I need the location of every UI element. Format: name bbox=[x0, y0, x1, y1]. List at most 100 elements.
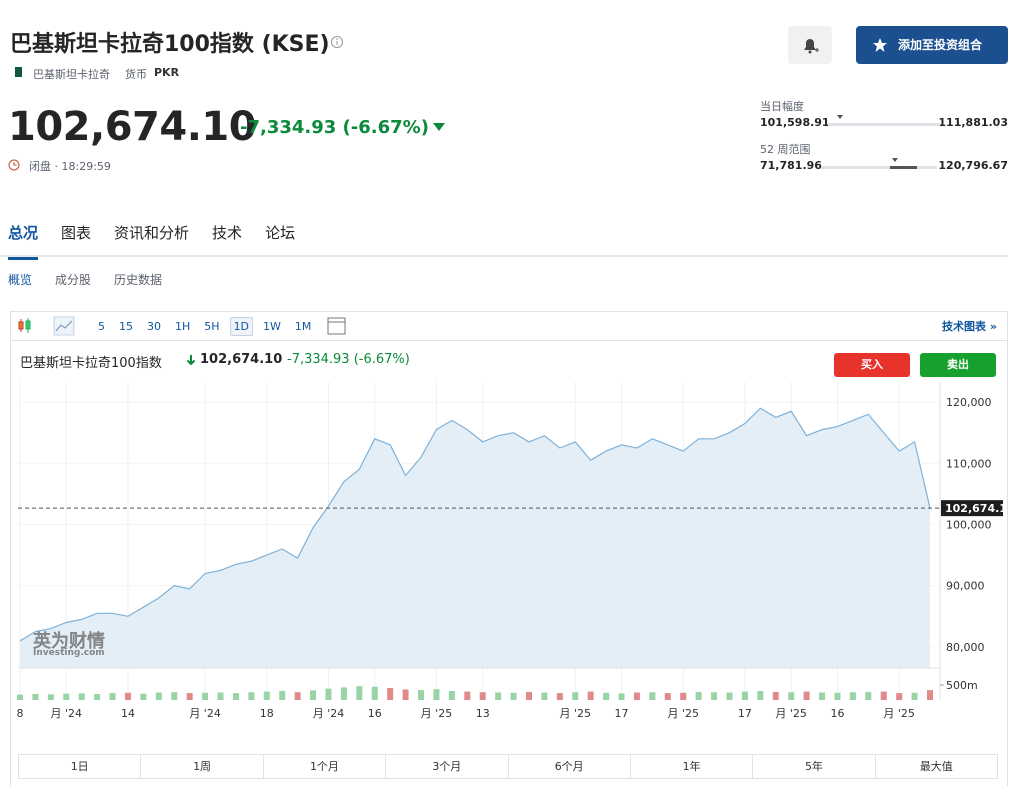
subtab[interactable]: 历史数据 bbox=[114, 273, 163, 287]
chart-frame bbox=[10, 311, 1008, 786]
change: -7,334.93 (-6.67%) bbox=[240, 117, 429, 138]
periods: 1日 1周 1个月 3个月 6个月 1年 5年 最大值 bbox=[18, 754, 998, 779]
volume-bar bbox=[803, 691, 810, 700]
price-area bbox=[20, 408, 930, 668]
volume-tick-label: 500m bbox=[946, 679, 978, 692]
title: 巴基斯坦卡拉奇100指数 (KSE) bbox=[10, 32, 330, 57]
range-label: 52 周范围 bbox=[760, 143, 811, 156]
volume-bar bbox=[603, 692, 610, 700]
volume-bar bbox=[865, 691, 872, 700]
sell-button[interactable]: 卖出 bbox=[920, 353, 996, 377]
interval[interactable]: 1M bbox=[294, 320, 312, 333]
volume-bar bbox=[741, 691, 748, 700]
range-label: 当日幅度 bbox=[760, 100, 804, 113]
volume-bar bbox=[495, 692, 502, 700]
x-tick-label: 16 bbox=[830, 707, 844, 720]
volume-bar bbox=[664, 693, 671, 700]
tab[interactable]: 技术 bbox=[212, 224, 243, 242]
volume-bar bbox=[78, 693, 85, 700]
buy-button[interactable]: 买入 bbox=[834, 353, 910, 377]
y-tick-label: 80,000 bbox=[946, 641, 985, 654]
range-fill bbox=[890, 166, 917, 169]
x-tick-label: 月 '25 bbox=[559, 707, 591, 720]
chart-type-icons[interactable] bbox=[16, 315, 86, 337]
x-tick-label: 14 bbox=[121, 707, 135, 720]
chart-down-arrow bbox=[186, 355, 196, 366]
volume-bar bbox=[263, 691, 270, 700]
volume-bar bbox=[541, 692, 548, 700]
volume-bar bbox=[757, 691, 764, 700]
volume-bar bbox=[464, 691, 471, 700]
volume-bar bbox=[726, 692, 733, 700]
tab[interactable]: 图表 bbox=[61, 224, 92, 242]
tabs-divider bbox=[0, 255, 1008, 257]
x-tick-label: 13 bbox=[476, 707, 490, 720]
volume-bar bbox=[387, 688, 394, 700]
volume-bar bbox=[695, 691, 702, 700]
calendar-icon[interactable] bbox=[326, 315, 348, 337]
interval[interactable]: 1W bbox=[263, 320, 281, 333]
watermark-cn: 英为财情 bbox=[33, 631, 105, 652]
period[interactable]: 最大值 bbox=[919, 760, 953, 773]
volume-bar bbox=[140, 693, 147, 700]
volume-bar bbox=[325, 688, 332, 700]
price-line bbox=[19, 407, 931, 642]
volume-bar bbox=[418, 690, 425, 700]
x-tick-label: 月 '24 bbox=[313, 707, 345, 720]
volume-bar bbox=[356, 686, 363, 700]
interval[interactable]: 30 bbox=[147, 320, 161, 333]
alert-button[interactable] bbox=[788, 26, 832, 64]
interval[interactable]: 5 bbox=[98, 320, 105, 333]
subtab[interactable]: 成分股 bbox=[55, 273, 92, 287]
volume-bar bbox=[248, 692, 255, 700]
chart-change: -7,334.93 (-6.67%) bbox=[287, 352, 410, 367]
last-price-box bbox=[941, 500, 1003, 517]
period[interactable]: 1周 bbox=[141, 755, 264, 778]
interval[interactable]: 15 bbox=[119, 320, 133, 333]
x-tick-label: 17 bbox=[738, 707, 752, 720]
interval[interactable]: 1D bbox=[229, 317, 254, 336]
info-icon[interactable] bbox=[330, 35, 344, 49]
period[interactable]: 3个月 bbox=[386, 755, 509, 778]
volume-bar bbox=[927, 690, 933, 700]
volume-bar bbox=[202, 692, 209, 700]
volume-bar bbox=[155, 692, 162, 700]
period[interactable]: 1年 bbox=[631, 755, 754, 778]
range-high: 111,881.03 bbox=[938, 116, 1008, 129]
advanced-chart-link[interactable]: 技术图表 » bbox=[942, 320, 997, 333]
period[interactable]: 1个月 bbox=[264, 755, 387, 778]
tab[interactable]: 论坛 bbox=[265, 224, 296, 242]
subtab[interactable]: 概览 bbox=[8, 273, 33, 287]
volume-bar bbox=[47, 694, 54, 700]
range-marker bbox=[837, 115, 843, 119]
volume-bar bbox=[788, 692, 795, 700]
volume-bar bbox=[479, 692, 486, 700]
volume-bar bbox=[633, 692, 640, 700]
tab[interactable]: 资讯和分析 bbox=[114, 224, 190, 242]
period[interactable]: 6个月 bbox=[509, 755, 631, 778]
volume-bar bbox=[63, 693, 70, 700]
volume-bar bbox=[310, 690, 317, 700]
period[interactable]: 1日 bbox=[19, 755, 142, 778]
volume-bar bbox=[294, 692, 301, 700]
range-low: 101,598.91 bbox=[760, 116, 830, 129]
x-tick-label: 月 '24 bbox=[51, 707, 83, 720]
volume-bar bbox=[17, 694, 23, 700]
volume-bar bbox=[94, 694, 101, 700]
volume-bar bbox=[433, 689, 440, 700]
interval[interactable]: 5H bbox=[204, 320, 220, 333]
period[interactable]: 5年 bbox=[753, 755, 876, 778]
volume-bar bbox=[772, 691, 779, 700]
x-tick-label: 月 '25 bbox=[775, 707, 807, 720]
volume-bar bbox=[371, 686, 378, 700]
x-tick-label: 月 '25 bbox=[667, 707, 699, 720]
range-marker bbox=[892, 158, 898, 162]
x-tick-label: 17 bbox=[615, 707, 629, 720]
chart-name: 巴基斯坦卡拉奇100指数 bbox=[20, 356, 162, 371]
y-tick-label: 120,000 bbox=[946, 396, 992, 409]
x-tick-label: 月 '24 bbox=[189, 707, 221, 720]
price-chart: 8 月 '24 14 月 '24 18 月 '24 16 月 '25 13 月 '25 17 月 '2… bbox=[16, 382, 1003, 720]
tab[interactable]: 总况 bbox=[8, 222, 39, 260]
interval[interactable]: 1H bbox=[175, 320, 191, 333]
